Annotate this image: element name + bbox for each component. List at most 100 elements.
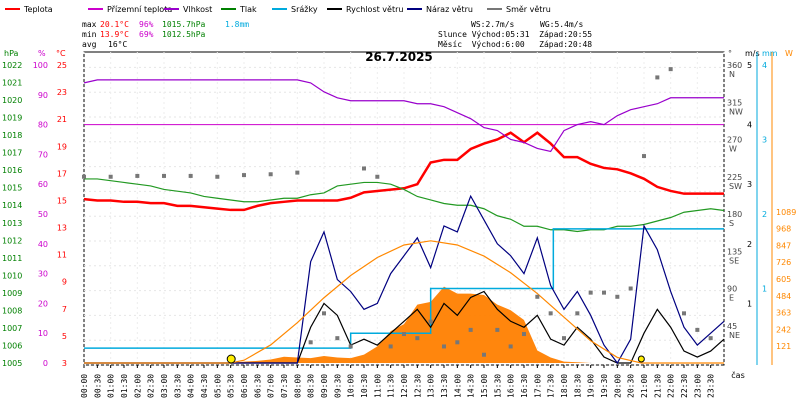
x-tick-label: 07:00	[267, 374, 276, 398]
radiation-tick-label: 968	[776, 225, 791, 234]
wind-direction-dot	[135, 173, 140, 178]
x-tick-label: 10:30	[360, 374, 369, 398]
temperature-axis-label: °C	[56, 49, 66, 58]
radiation-tick-label: 121	[776, 342, 791, 351]
wind-direction-dot	[535, 294, 540, 299]
pressure-tick-label: 1009	[2, 289, 22, 298]
series-line-vlhkost	[83, 79, 724, 153]
wind-direction-dot	[682, 311, 686, 316]
temperature-tick-label: 9	[62, 278, 67, 287]
temperature-tick-label: 19	[57, 142, 67, 151]
x-tick-label: 15:00	[480, 374, 489, 398]
x-tick-label: 12:30	[413, 374, 422, 398]
x-tick-label: 09:30	[333, 374, 342, 398]
direction-tick-label: 180	[727, 210, 742, 219]
wind-direction-dot	[642, 154, 646, 159]
pressure-tick-label: 1017	[2, 149, 22, 158]
stat-min-label: min	[82, 30, 97, 39]
humidity-tick-label: 80	[38, 121, 48, 130]
direction-tick-label: E	[729, 294, 734, 303]
temperature-tick-label: 3	[62, 359, 67, 368]
legend-label: Tlak	[239, 5, 257, 14]
wind-tick-label: 2	[747, 240, 752, 249]
sunset-marker	[637, 355, 645, 363]
wind-direction-dot	[495, 327, 500, 332]
wind-direction-dot	[602, 290, 606, 295]
temperature-tick-label: 23	[57, 88, 67, 97]
temperature-tick-label: 13	[57, 224, 67, 233]
legend-label: Vlhkost	[183, 5, 212, 14]
pressure-tick-label: 1005	[2, 359, 22, 368]
precip-axis-label: mm	[762, 49, 778, 58]
wind-direction-dot	[455, 340, 460, 345]
direction-tick-label: N	[729, 70, 735, 79]
x-tick-label: 10:00	[347, 374, 356, 398]
wind-direction-dots	[82, 67, 713, 364]
pressure-tick-label: 1015	[2, 184, 22, 193]
direction-tick-label: 45	[727, 322, 737, 331]
stat-max-temp: 20.1°C	[100, 20, 129, 29]
stat-max-hum: 96%	[139, 20, 154, 29]
direction-axis-label: °	[728, 49, 732, 58]
x-tick-label: 04:00	[187, 374, 196, 398]
x-tick-label: 05:00	[213, 374, 222, 398]
x-tick-label: 22:00	[667, 374, 676, 398]
pressure-tick-label: 1022	[2, 61, 22, 70]
direction-tick-label: W	[729, 145, 737, 154]
stats-block: max 20.1°C 96% 1015.7hPa 1.8mm min 13.9°…	[82, 20, 745, 380]
wind-direction-dot	[562, 336, 566, 341]
temperature-tick-label: 17	[57, 169, 67, 178]
x-tick-label: 14:00	[453, 374, 462, 398]
wind-direction-dot	[588, 290, 593, 295]
stat-avg-label: avg	[82, 40, 97, 49]
pressure-tick-label: 1018	[2, 131, 22, 140]
series-line-rychlost-v-tru	[84, 290, 725, 364]
wind-direction-dot	[615, 294, 620, 299]
pressure-tick-label: 1006	[2, 341, 22, 350]
wind-direction-dot	[375, 174, 380, 179]
x-tick-label: 03:30	[173, 374, 182, 398]
wind-direction-dot	[322, 311, 326, 316]
temperature-tick-label: 7	[62, 305, 67, 314]
humidity-tick-label: 40	[38, 240, 48, 249]
humidity-axis-label: %	[38, 49, 46, 58]
legend-label: Přízemní teplota	[107, 5, 172, 14]
legend-label: Rychlost větru	[346, 5, 403, 14]
x-tick-label: 23:30	[707, 374, 716, 398]
x-tick-label: 20:30	[627, 374, 636, 398]
direction-tick-label: 360	[727, 61, 742, 70]
temperature-tick-label: 11	[57, 251, 67, 260]
legend-label: Teplota	[23, 5, 53, 14]
wind-direction-dot	[442, 344, 446, 349]
humidity-tick-label: 10	[38, 329, 48, 338]
sunrise-marker	[226, 354, 236, 364]
precip-tick-label: 3	[762, 136, 767, 145]
humidity-tick-label: 90	[38, 91, 48, 100]
radiation-tick-label: 484	[776, 292, 791, 301]
direction-tick-label: S	[729, 219, 734, 228]
pressure-tick-label: 1011	[2, 254, 22, 263]
direction-tick-label: 315	[727, 98, 742, 107]
stat-min-press: 1012.5hPa	[162, 30, 206, 39]
x-tick-label: 19:00	[587, 374, 596, 398]
pressure-tick-label: 1007	[2, 324, 22, 333]
wind-direction-dot	[415, 336, 420, 341]
wind-direction-dot	[655, 75, 660, 80]
series-line-radiace	[84, 240, 724, 364]
direction-tick-label: 135	[727, 247, 742, 256]
axis-ticks: 1022102110201019101810171016101510141013…	[2, 49, 796, 398]
wind-direction-dot	[348, 344, 353, 349]
x-tick-label: 00:00	[80, 374, 89, 398]
stat-min-hum: 69%	[139, 30, 154, 39]
wind-direction-dot	[108, 174, 113, 179]
x-tick-label: 02:30	[147, 374, 156, 398]
x-tick-label: 20:00	[613, 374, 622, 398]
x-tick-label: 06:00	[240, 374, 249, 398]
x-tick-label: 04:30	[200, 374, 209, 398]
sunshine-area	[84, 286, 724, 363]
stat-avg-temp: 16°C	[108, 40, 127, 49]
pressure-axis-label: hPa	[4, 49, 19, 58]
sunshine-fill	[84, 286, 724, 363]
wind-axis-label: m/s	[745, 49, 760, 58]
